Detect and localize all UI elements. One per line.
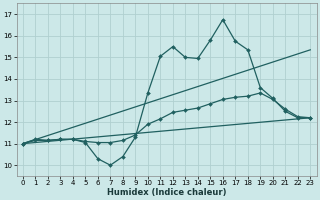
X-axis label: Humidex (Indice chaleur): Humidex (Indice chaleur) <box>107 188 226 197</box>
